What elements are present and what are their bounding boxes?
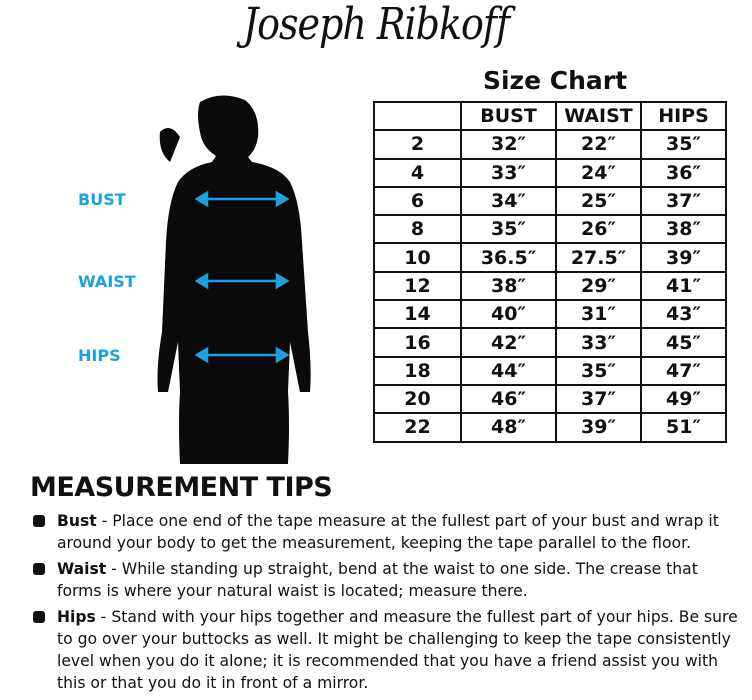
table-row: 16 42″ 33″ 45″ <box>373 327 727 358</box>
size-cell: 8 <box>373 214 462 245</box>
waist-label: WAIST <box>78 272 136 291</box>
table-row: 22 48″ 39″ 51″ <box>373 412 727 443</box>
size-cell: 6 <box>373 185 462 217</box>
bullet-icon <box>33 515 45 527</box>
size-cell: 16 <box>373 327 462 358</box>
measurement-cell: 32″ <box>460 129 557 160</box>
measurement-cell: 33″ <box>555 327 642 358</box>
waist-arrow-icon <box>195 272 290 290</box>
measurement-cell: 29″ <box>555 270 642 302</box>
measurement-cell: 25″ <box>555 185 642 217</box>
tip-hips: Hips - Stand with your hips together and… <box>30 606 742 694</box>
table-row: 8 35″ 26″ 38″ <box>373 214 727 245</box>
column-header <box>373 100 462 132</box>
table-row: 12 38″ 29″ 41″ <box>373 270 727 302</box>
measurement-cell: 36.5″ <box>460 242 557 273</box>
measurement-cell: 47″ <box>640 355 727 386</box>
measurement-cell: 27.5″ <box>555 242 642 273</box>
measurement-cell: 44″ <box>460 355 557 386</box>
measurement-cell: 24″ <box>555 157 642 188</box>
tip-bust: Bust - Place one end of the tape measure… <box>30 510 742 554</box>
measurement-cell: 31″ <box>555 299 642 330</box>
measurement-cell: 48″ <box>460 412 557 443</box>
column-header: HIPS <box>640 100 727 132</box>
measurement-cell: 35″ <box>460 214 557 245</box>
measurement-arrows <box>195 190 290 364</box>
hips-label: HIPS <box>78 346 121 365</box>
size-cell: 12 <box>373 270 462 302</box>
measurement-cell: 42″ <box>460 327 557 358</box>
bust-arrow-icon <box>195 190 290 208</box>
size-chart-title: Size Chart <box>482 66 628 95</box>
tip-waist: Waist - While standing up straight, bend… <box>30 558 742 602</box>
table-row: 4 33″ 24″ 36″ <box>373 157 727 188</box>
table-row: 14 40″ 31″ 43″ <box>373 299 727 330</box>
column-header: WAIST <box>555 100 642 132</box>
brand-logo: Joseph Ribkoff <box>242 0 510 50</box>
table-row: 10 36.5″ 27.5″ 39″ <box>373 242 727 273</box>
size-cell: 20 <box>373 383 462 415</box>
table-row: 6 34″ 25″ 37″ <box>373 185 727 217</box>
measurement-cell: 40″ <box>460 299 557 330</box>
measurement-cell: 43″ <box>640 299 727 330</box>
measurement-cell: 36″ <box>640 157 727 188</box>
size-cell: 2 <box>373 129 462 160</box>
measurement-cell: 22″ <box>555 129 642 160</box>
table-row: 2 32″ 22″ 35″ <box>373 129 727 160</box>
measurement-cell: 33″ <box>460 157 557 188</box>
measurement-cell: 38″ <box>640 214 727 245</box>
measurement-cell: 35″ <box>555 355 642 386</box>
bullet-icon <box>33 611 45 623</box>
table-row: 18 44″ 35″ 47″ <box>373 355 727 386</box>
measurement-cell: 37″ <box>555 383 642 415</box>
hips-arrow-icon <box>195 346 290 364</box>
measurement-cell: 37″ <box>640 185 727 217</box>
size-cell: 18 <box>373 355 462 386</box>
measurement-cell: 38″ <box>460 270 557 302</box>
measurement-cell: 39″ <box>555 412 642 443</box>
size-chart-table: BUST WAIST HIPS 2 32″ 22″ 35″ 4 33″ 24″ 36″ 6 34″ 25… <box>373 100 727 443</box>
bullet-icon <box>33 563 45 575</box>
measurement-cell: 34″ <box>460 185 557 217</box>
measurement-cell: 39″ <box>640 242 727 273</box>
header-row: BUST WAIST HIPS <box>373 100 727 132</box>
size-cell: 4 <box>373 157 462 188</box>
table-row: 20 46″ 37″ 49″ <box>373 383 727 415</box>
size-cell: 22 <box>373 412 462 443</box>
bust-label: BUST <box>78 190 126 209</box>
body-silhouette <box>157 95 311 465</box>
measurement-cell: 41″ <box>640 270 727 302</box>
column-header: BUST <box>460 100 557 132</box>
tips-list: Bust - Place one end of the tape measure… <box>30 510 742 698</box>
size-cell: 10 <box>373 242 462 273</box>
measurement-cell: 35″ <box>640 129 727 160</box>
measurement-cell: 45″ <box>640 327 727 358</box>
measurement-cell: 26″ <box>555 214 642 245</box>
tips-title: MEASUREMENT TIPS <box>30 472 333 503</box>
measurement-cell: 46″ <box>460 383 557 415</box>
measurement-cell: 49″ <box>640 383 727 415</box>
measurement-cell: 51″ <box>640 412 727 443</box>
size-cell: 14 <box>373 299 462 330</box>
